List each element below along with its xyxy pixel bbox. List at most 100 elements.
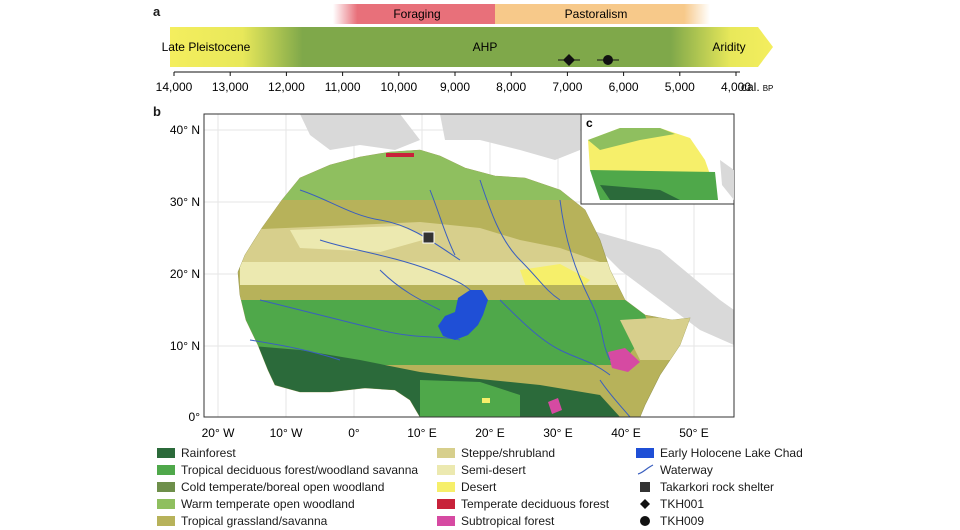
ahp-label: AHP bbox=[473, 40, 498, 54]
legend-column-2: Steppe/shrubland Semi-desert Desert Temp… bbox=[437, 444, 609, 529]
time-tick-label: 5,000 bbox=[665, 80, 695, 94]
legend-item-cold-temperate: Cold temperate/boreal open woodland bbox=[157, 478, 418, 495]
legend-label: Waterway bbox=[660, 462, 713, 477]
tkh009-marker bbox=[603, 55, 613, 65]
time-tick-label: 11,000 bbox=[325, 80, 361, 94]
map-frame bbox=[203, 113, 735, 418]
latitude-labels: 40° N 30° N 20° N 10° N 0° bbox=[170, 123, 200, 424]
legend-swatch-steppe bbox=[437, 447, 455, 458]
legend-item-tropical-deciduous: Tropical deciduous forest/woodland savan… bbox=[157, 461, 418, 478]
legend-swatch-tropical-deciduous bbox=[157, 464, 175, 475]
legend-label: Takarkori rock shelter bbox=[660, 479, 775, 494]
vegetation-map: c 40° N 30° N 20° N 10° N 0° 20° W 10° W… bbox=[170, 113, 735, 440]
lon-label-20w: 20° W bbox=[202, 426, 235, 440]
legend-item-tkh009: TKH009 bbox=[636, 512, 803, 529]
lat-label-10n: 10° N bbox=[170, 339, 200, 353]
legend-swatch-subtropical bbox=[437, 515, 455, 526]
map-legend: Rainforest Tropical deciduous forest/woo… bbox=[0, 444, 960, 530]
pastoralism-phase-bar bbox=[495, 4, 710, 24]
legend-label: Subtropical forest bbox=[461, 513, 555, 528]
lat-label-20n: 20° N bbox=[170, 267, 200, 281]
foraging-label: Foraging bbox=[393, 7, 440, 21]
legend-item-tropical-grassland: Tropical grassland/savanna bbox=[157, 512, 418, 529]
legend-label: Cold temperate/boreal open woodland bbox=[181, 479, 385, 494]
axis-unit-bp: BP bbox=[763, 84, 774, 93]
waterway-icon bbox=[636, 463, 654, 476]
legend-item-rainforest: Rainforest bbox=[157, 444, 418, 461]
time-tick-label: 14,000 bbox=[156, 80, 193, 94]
legend-item-steppe: Steppe/shrubland bbox=[437, 444, 609, 461]
legend-label: Tropical deciduous forest/woodland savan… bbox=[181, 462, 419, 477]
lat-label-40n: 40° N bbox=[170, 123, 200, 137]
lon-label-20e: 20° E bbox=[475, 426, 504, 440]
legend-label: Steppe/shrubland bbox=[461, 445, 556, 460]
arabia-land bbox=[590, 230, 734, 345]
tropical-grassland-zone bbox=[240, 285, 660, 300]
legend-item-waterway: Waterway bbox=[636, 461, 803, 478]
time-tick-label: 6,000 bbox=[609, 80, 639, 94]
foraging-phase-bar bbox=[333, 4, 495, 24]
legend-label: Semi-desert bbox=[461, 462, 526, 477]
legend-item-desert: Desert bbox=[437, 478, 609, 495]
legend-label: TKH009 bbox=[660, 513, 705, 528]
legend-item-semi-desert: Semi-desert bbox=[437, 461, 609, 478]
tkh001-marker bbox=[563, 54, 575, 66]
panel-label-a: a bbox=[153, 4, 161, 19]
inset-map-c: c bbox=[580, 113, 735, 205]
timeline-panel: Foraging Pastoralism Late Pleistocene AH… bbox=[156, 4, 773, 94]
time-tick-label: 8,000 bbox=[496, 80, 526, 94]
subtropical-forest-patch-2 bbox=[548, 398, 562, 414]
legend-item-takarkori: Takarkori rock shelter bbox=[636, 478, 803, 495]
panel-label-b: b bbox=[153, 104, 161, 119]
time-tick-label: 9,000 bbox=[440, 80, 470, 94]
lon-label-0: 0° bbox=[348, 426, 360, 440]
legend-swatch-tropical-grassland bbox=[157, 515, 175, 526]
axis-unit: cal. BP bbox=[741, 80, 773, 94]
legend-swatch-warm-temperate bbox=[157, 498, 175, 509]
legend-label: Temperate deciduous forest bbox=[461, 496, 610, 511]
time-tick-label: 7,000 bbox=[552, 80, 582, 94]
legend-label: Warm temperate open woodland bbox=[181, 496, 355, 511]
lon-label-40e: 40° E bbox=[611, 426, 640, 440]
time-tick-label: 13,000 bbox=[212, 80, 249, 94]
axis-unit-cal: cal. bbox=[741, 80, 760, 94]
semi-desert-zone bbox=[290, 226, 430, 252]
time-tick-label: 10,000 bbox=[380, 80, 417, 94]
legend-item-temperate-deciduous: Temperate deciduous forest bbox=[437, 495, 609, 512]
time-tick-label: 12,000 bbox=[268, 80, 305, 94]
legend-swatch-lake-chad bbox=[636, 447, 654, 458]
legend-swatch-desert bbox=[437, 481, 455, 492]
desert-small-patch bbox=[482, 398, 490, 403]
lat-label-30n: 30° N bbox=[170, 195, 200, 209]
legend-label: TKH001 bbox=[660, 496, 705, 511]
europe-land bbox=[300, 114, 420, 150]
legend-item-tkh001: TKH001 bbox=[636, 495, 803, 512]
ahp-arrow bbox=[170, 27, 773, 67]
panel-label-c: c bbox=[586, 116, 593, 130]
time-tick-label: 4,000 bbox=[721, 80, 751, 94]
mediterranean-north-land bbox=[440, 114, 580, 160]
inset-africa-north bbox=[588, 128, 675, 150]
lon-label-10w: 10° W bbox=[270, 426, 303, 440]
legend-swatch-cold-temperate bbox=[157, 481, 175, 492]
lon-label-10e: 10° E bbox=[407, 426, 436, 440]
time-axis-ticks: 14,000 13,000 12,000 11,000 10,000 9,000 8,000… bbox=[156, 72, 751, 94]
lon-label-50e: 50° E bbox=[679, 426, 708, 440]
legend-item-lake-chad: Early Holocene Lake Chad bbox=[636, 444, 803, 461]
lon-label-30e: 30° E bbox=[543, 426, 572, 440]
legend-column-1: Rainforest Tropical deciduous forest/woo… bbox=[157, 444, 418, 529]
legend-item-subtropical: Subtropical forest bbox=[437, 512, 609, 529]
subtropical-forest-patch bbox=[608, 348, 640, 372]
longitude-labels: 20° W 10° W 0° 10° E 20° E 30° E 40° E 5… bbox=[202, 426, 709, 440]
temperate-deciduous-patch bbox=[386, 153, 414, 157]
aridity-label: Aridity bbox=[712, 40, 745, 54]
legend-label: Tropical grassland/savanna bbox=[181, 513, 328, 528]
inset-africa-rainforest bbox=[600, 185, 680, 200]
legend-column-3: Early Holocene Lake Chad Waterway Takark… bbox=[636, 444, 803, 529]
tropical-deciduous-south-zone bbox=[420, 380, 520, 417]
takarkori-rock-shelter-marker bbox=[422, 231, 435, 244]
square-icon bbox=[636, 481, 654, 493]
diamond-icon bbox=[636, 498, 654, 510]
legend-swatch-semi-desert bbox=[437, 464, 455, 475]
legend-item-warm-temperate: Warm temperate open woodland bbox=[157, 495, 418, 512]
